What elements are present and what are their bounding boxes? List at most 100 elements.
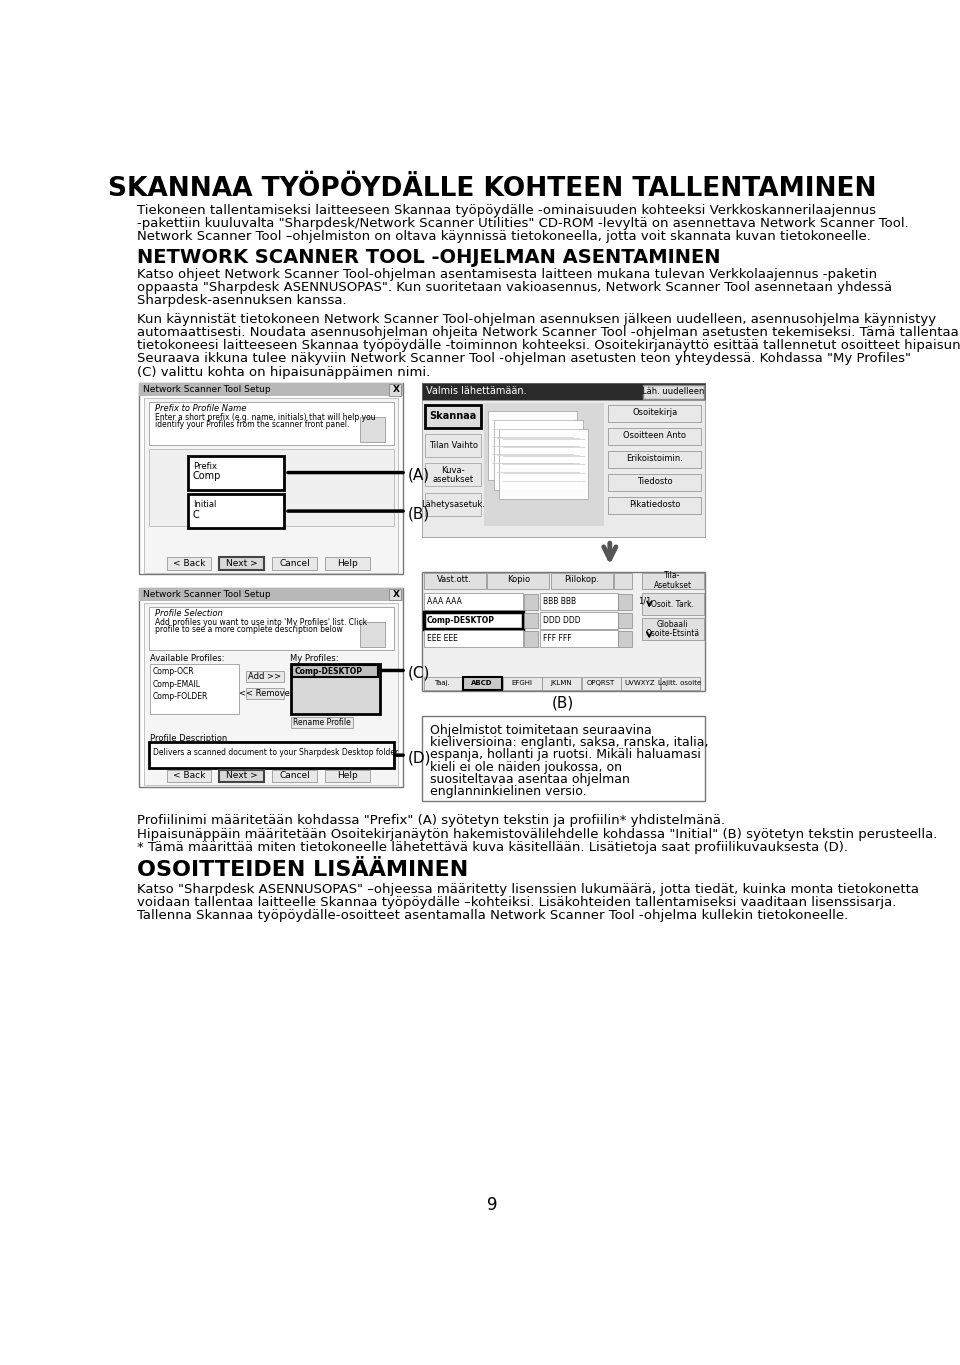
Bar <box>425 463 481 486</box>
Bar <box>609 405 701 422</box>
Bar <box>618 613 633 628</box>
Bar <box>150 663 239 714</box>
Text: Taaj.: Taaj. <box>435 680 450 685</box>
Text: DDD DDD: DDD DDD <box>543 616 581 625</box>
Bar <box>149 607 394 650</box>
Text: Skannaa: Skannaa <box>430 411 477 422</box>
Bar <box>139 588 403 601</box>
Text: Valmis lähettämään.: Valmis lähettämään. <box>426 386 527 396</box>
Text: Comp-OCR: Comp-OCR <box>153 667 194 677</box>
Bar <box>422 384 706 400</box>
Text: Rename Profile: Rename Profile <box>293 718 350 728</box>
Text: Katso "Sharpdesk ASENNUSOPAS" –ohjeessa määritetty lisenssien lukumäärä, jotta t: Katso "Sharpdesk ASENNUSOPAS" –ohjeessa … <box>137 883 919 895</box>
Text: Seuraava ikkuna tulee näkyviin Network Scanner Tool -ohjelman asetusten teon yht: Seuraava ikkuna tulee näkyviin Network S… <box>137 352 911 366</box>
Bar <box>272 557 317 569</box>
Text: Profiilinimi määritetään kohdassa "Prefix" (A) syötetyn tekstin ja profiilin* yh: Profiilinimi määritetään kohdassa "Prefi… <box>137 815 725 827</box>
Text: FFF FFF: FFF FFF <box>543 635 572 643</box>
Text: profile to see a more complete description below: profile to see a more complete descripti… <box>155 625 343 633</box>
Text: Lajitt. osoite: Lajitt. osoite <box>658 680 701 685</box>
Text: 1/1: 1/1 <box>637 597 651 606</box>
Bar <box>272 770 317 782</box>
Bar <box>614 573 632 588</box>
Text: Cancel: Cancel <box>279 771 310 781</box>
Bar <box>423 594 523 610</box>
Bar <box>149 449 394 527</box>
Bar <box>389 588 401 601</box>
Bar <box>503 677 541 691</box>
Text: -pakettiin kuuluvalta "Sharpdesk/Network Scanner Utilities" CD-ROM -levyltä on a: -pakettiin kuuluvalta "Sharpdesk/Network… <box>137 217 909 229</box>
Text: EEE EEE: EEE EEE <box>427 635 458 643</box>
Bar <box>423 677 463 691</box>
Bar <box>324 770 370 782</box>
Bar <box>425 434 481 457</box>
Bar <box>360 622 385 647</box>
Text: OPQRST: OPQRST <box>587 680 614 685</box>
Bar <box>493 420 583 490</box>
Bar <box>423 631 523 647</box>
Text: Comp: Comp <box>193 471 221 480</box>
Text: Comp-EMAIL: Comp-EMAIL <box>153 680 201 689</box>
Text: < Back: < Back <box>173 558 205 568</box>
Bar <box>499 430 588 498</box>
Text: Lähetysasetuk.: Lähetysasetuk. <box>421 500 485 509</box>
Bar <box>139 384 403 396</box>
Text: AAA AAA: AAA AAA <box>427 598 462 606</box>
Bar <box>139 588 403 786</box>
Text: << Remove: << Remove <box>239 689 290 698</box>
Text: Tiedosto: Tiedosto <box>636 478 673 486</box>
Text: oppaasta "Sharpdesk ASENNUSOPAS". Kun suoritetaan vakioasennus, Network Scanner : oppaasta "Sharpdesk ASENNUSOPAS". Kun su… <box>137 281 892 293</box>
Bar <box>139 384 403 575</box>
Bar <box>609 474 701 491</box>
Text: Kun käynnistät tietokoneen Network Scanner Tool-ohjelman asennuksen jälkeen uude: Kun käynnistät tietokoneen Network Scann… <box>137 313 936 326</box>
Text: (B): (B) <box>552 696 574 711</box>
Text: Läh. uudelleen: Läh. uudelleen <box>642 388 705 396</box>
Bar <box>422 400 706 538</box>
Bar <box>425 405 481 427</box>
Text: (B): (B) <box>408 506 430 521</box>
Bar <box>422 572 706 691</box>
Text: (C): (C) <box>408 666 430 681</box>
Text: NETWORK SCANNER TOOL -OHJELMAN ASENTAMINEN: NETWORK SCANNER TOOL -OHJELMAN ASENTAMIN… <box>137 247 721 266</box>
Text: Network Scanner Tool Setup: Network Scanner Tool Setup <box>143 590 271 599</box>
Bar <box>618 594 633 610</box>
Text: C: C <box>193 509 200 520</box>
Bar <box>540 612 617 629</box>
Bar <box>292 665 378 677</box>
Text: SKANNAA TYÖPÖYDÄLLE KOHTEEN TALLENTAMINEN: SKANNAA TYÖPÖYDÄLLE KOHTEEN TALLENTAMINE… <box>108 176 876 202</box>
Text: JKLMN: JKLMN <box>550 680 572 685</box>
Bar <box>484 403 605 527</box>
Text: BBB BBB: BBB BBB <box>543 598 576 606</box>
Bar <box>641 573 704 588</box>
Bar <box>144 397 398 573</box>
Text: Pikatiedosto: Pikatiedosto <box>629 501 681 509</box>
Text: Next >: Next > <box>226 771 257 781</box>
Text: My Profiles:: My Profiles: <box>291 654 339 663</box>
Bar <box>609 497 701 515</box>
Text: X: X <box>393 385 399 393</box>
Text: Next >: Next > <box>226 558 257 568</box>
Bar <box>166 557 211 569</box>
Text: suositeltavaa asentaa ohjelman: suositeltavaa asentaa ohjelman <box>430 773 630 786</box>
Text: Profile Selection: Profile Selection <box>155 609 223 618</box>
Bar <box>540 594 617 610</box>
Text: Kopio: Kopio <box>507 575 530 584</box>
Text: kieliversioina: englanti, saksa, ranska, italia,: kieliversioina: englanti, saksa, ranska,… <box>430 736 708 749</box>
Text: Prefix to Profile Name: Prefix to Profile Name <box>155 404 247 414</box>
Text: Available Profiles:: Available Profiles: <box>150 654 225 663</box>
Text: Help: Help <box>337 771 357 781</box>
Text: kieli ei ole näiden joukossa, on: kieli ei ole näiden joukossa, on <box>430 760 622 774</box>
Bar <box>641 594 704 616</box>
Text: Tiekoneen tallentamiseksi laitteeseen Skannaa työpöydälle -ominaisuuden kohteeks: Tiekoneen tallentamiseksi laitteeseen Sk… <box>137 203 876 217</box>
Text: Tallenna Skannaa työpöydälle-osoitteet asentamalla Network Scanner Tool -ohjelma: Tallenna Skannaa työpöydälle-osoitteet a… <box>137 909 849 923</box>
Bar <box>660 677 700 691</box>
Bar <box>524 594 538 610</box>
Bar <box>389 384 401 396</box>
Text: Network Scanner Tool Setup: Network Scanner Tool Setup <box>143 385 271 393</box>
FancyBboxPatch shape <box>149 743 394 768</box>
Bar <box>149 403 394 445</box>
Text: Comp-DESKTOP: Comp-DESKTOP <box>427 616 495 625</box>
Text: Osoit. Tark.: Osoit. Tark. <box>651 599 694 609</box>
Text: Katso ohjeet Network Scanner Tool-ohjelman asentamisesta laitteen mukana tulevan: Katso ohjeet Network Scanner Tool-ohjelm… <box>137 268 877 281</box>
Bar <box>423 612 523 629</box>
Bar <box>246 672 284 682</box>
